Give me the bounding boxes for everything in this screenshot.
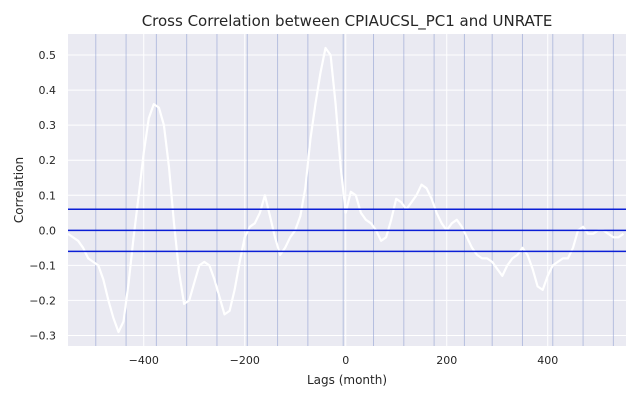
x-axis-label: Lags (month): [307, 373, 387, 387]
correlation-series-line: [67, 46, 625, 334]
plot-background: [68, 34, 626, 346]
series-layer: [67, 46, 625, 334]
grid-lines: [68, 34, 626, 346]
y-axis-label: Correlation: [12, 157, 26, 223]
x-tick-label: 400: [537, 354, 558, 367]
x-tick-label: −200: [230, 354, 260, 367]
vertical-markers: [95, 34, 614, 346]
chart-title: Cross Correlation between CPIAUCSL_PC1 a…: [142, 12, 553, 31]
y-tick-label: 0.1: [39, 189, 57, 202]
y-tick-label: −0.3: [29, 329, 56, 342]
y-tick-label: 0.0: [39, 224, 57, 237]
y-tick-label: 0.3: [39, 119, 57, 132]
y-tick-label: −0.1: [29, 259, 56, 272]
y-tick-label: −0.2: [29, 294, 56, 307]
y-tick-labels: −0.3 −0.2 −0.1 0.0 0.1 0.2 0.3 0.4 0.5: [29, 49, 56, 342]
x-tick-label: 200: [436, 354, 457, 367]
x-tick-label: 0: [342, 354, 349, 367]
y-tick-label: 0.2: [39, 154, 57, 167]
confidence-bands: [68, 208, 626, 253]
y-tick-label: 0.4: [39, 84, 57, 97]
y-tick-label: 0.5: [39, 49, 57, 62]
x-tick-labels: −400 −200 0 200 400: [129, 354, 559, 367]
x-tick-label: −400: [129, 354, 159, 367]
